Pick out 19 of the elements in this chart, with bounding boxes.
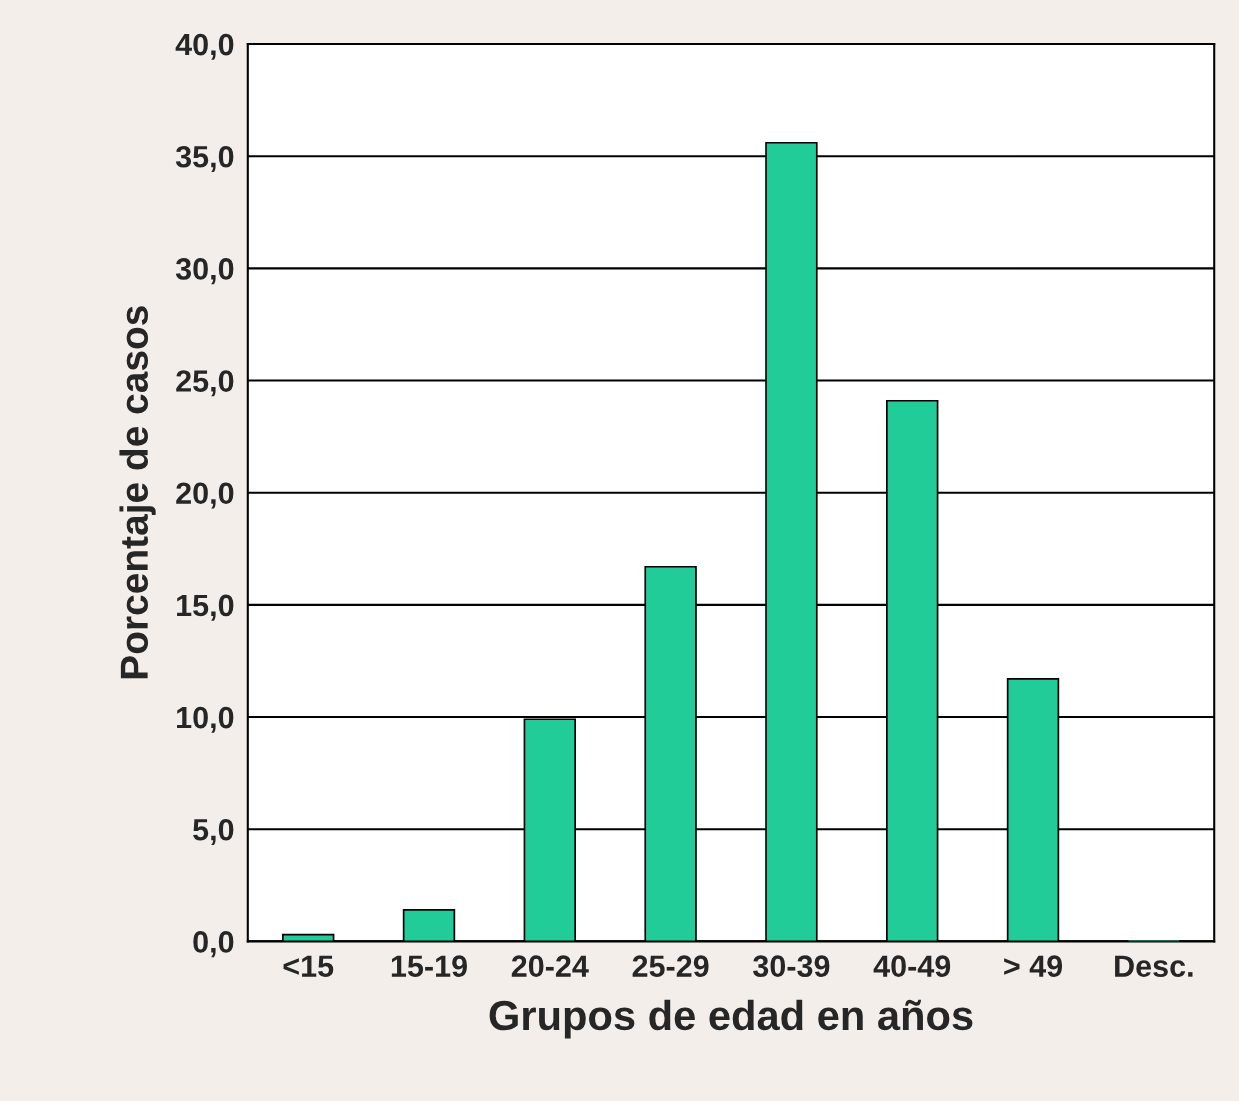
x-tick-label: 40-49 bbox=[873, 955, 951, 977]
x-tick-label: <15 bbox=[283, 955, 334, 977]
y-tick-label: 35,0 bbox=[175, 145, 234, 173]
y-tick-label: 15,0 bbox=[177, 594, 234, 621]
y-tick-label: 0,0 bbox=[193, 931, 234, 958]
x-tick-label: 30-39 bbox=[753, 955, 830, 978]
y-tick-label: 20,0 bbox=[176, 482, 234, 509]
y-tick-label: 40,0 bbox=[175, 33, 234, 60]
x-tick-label: 20-24 bbox=[511, 955, 589, 977]
x-tick-label: Desc. bbox=[1115, 955, 1193, 977]
y-tick-label: 25,0 bbox=[176, 370, 234, 397]
x-axis-title: Grupos de edad en años bbox=[489, 999, 973, 1039]
x-tick-label: > 49 bbox=[1004, 955, 1063, 977]
y-axis-title: Porcentaje de casos bbox=[119, 306, 156, 679]
y-tick-label: 10,0 bbox=[177, 706, 234, 733]
y-tick-label: 30,0 bbox=[175, 258, 234, 285]
y-tick-label: 5,0 bbox=[193, 818, 234, 845]
x-tick-label: 25-29 bbox=[632, 955, 709, 977]
x-tick-label: 15-19 bbox=[391, 955, 467, 977]
